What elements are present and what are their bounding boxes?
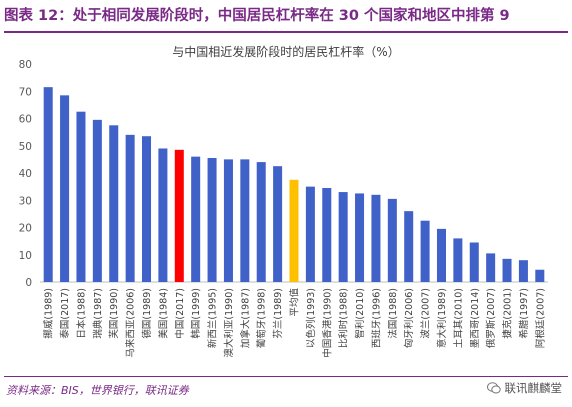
x-tick-label: 韩国(1999) — [190, 288, 202, 339]
bar — [76, 111, 86, 282]
y-tick-label: 50 — [19, 141, 32, 153]
bar — [404, 211, 414, 282]
bar — [240, 159, 250, 282]
y-tick-label: 20 — [19, 223, 32, 235]
x-tick-label: 意大利(1989) — [436, 288, 448, 348]
bar — [60, 95, 70, 283]
x-tick-label: 泰国(2017) — [59, 288, 71, 339]
y-tick-label: 80 — [19, 59, 32, 71]
x-tick-label: 芙国(1990) — [108, 288, 120, 339]
x-tick-label: 以色列(1993) — [305, 288, 317, 348]
x-tick-label: 加拿大(1987) — [239, 288, 251, 348]
bar — [453, 238, 463, 282]
bar — [223, 159, 233, 282]
y-tick-label: 60 — [19, 114, 32, 126]
bar — [322, 187, 332, 282]
bar — [158, 148, 168, 282]
bar — [273, 166, 283, 282]
x-tick-label: 马来西亚(2006) — [126, 288, 137, 358]
x-tick-label: 法国(1988) — [387, 288, 399, 339]
x-tick-label: 挪威(1989) — [43, 288, 55, 339]
x-tick-label: 平均值 — [289, 288, 301, 317]
bar — [518, 260, 528, 282]
bar — [436, 228, 446, 282]
bar — [502, 258, 512, 282]
x-tick-label: 西班牙(1996) — [370, 288, 382, 348]
x-tick-label: 葡萄牙(1998) — [256, 288, 268, 348]
bar — [92, 119, 102, 282]
y-tick-label: 30 — [19, 195, 32, 207]
figure-title: 图表 12：处于相同发展阶段时，中国居民杠杆率在 30 个国家和地区中排第 9 — [4, 8, 510, 24]
y-tick-label: 40 — [19, 168, 32, 180]
y-tick-label: 10 — [19, 250, 32, 262]
x-tick-label: 瑞典(1987) — [92, 288, 104, 339]
x-tick-label: 中国(2017) — [174, 288, 186, 339]
title-divider — [4, 31, 568, 33]
bar — [535, 269, 545, 282]
x-tick-label: 美国(1984) — [157, 288, 169, 339]
bar-chart: 与中国相近发展阶段时的居民杠杆率（%） 0 10 20 30 40 50 60 70 80 挪威… — [19, 44, 548, 358]
x-tick-label: 匈牙利(2006) — [403, 288, 415, 348]
x-tick-label: 希腊(1997) — [518, 288, 530, 339]
x-tick-label: 新西兰(1995) — [207, 288, 219, 348]
bar — [486, 253, 496, 282]
x-tick-label: 中国香港(1990) — [321, 288, 333, 358]
bar — [305, 186, 315, 282]
bottom-divider — [4, 376, 568, 377]
x-tick-label: 芬兰(1989) — [272, 288, 284, 339]
source-note: 资料来源：BIS，世界银行，联讯证券 — [6, 384, 189, 397]
bar — [43, 87, 53, 282]
chart-title: 与中国相近发展阶段时的居民杠杆率（%） — [172, 44, 399, 59]
x-tick-label: 澳大利亚(1990) — [223, 288, 235, 358]
bar — [371, 194, 381, 282]
x-tick-label: 墨西哥(2014) — [470, 288, 481, 348]
y-tick-label: 0 — [25, 277, 32, 289]
watermark: 联讯麒麟堂 — [486, 380, 563, 396]
x-tick-label: 土耳其(2010) — [452, 288, 464, 348]
x-tick-label: 德国(1989) — [141, 288, 153, 339]
bar — [469, 242, 479, 282]
bar — [109, 125, 119, 282]
bar — [125, 134, 135, 282]
bar — [338, 192, 348, 282]
bar — [174, 149, 184, 282]
bar — [289, 179, 299, 282]
watermark-text: 联讯麒麟堂 — [504, 381, 563, 395]
bar — [191, 156, 201, 282]
wechat-icon — [486, 382, 501, 394]
x-tick-label: 阿根廷(2007) — [534, 288, 546, 348]
bar — [256, 162, 266, 282]
x-tick-label: 俄罗斯(2007) — [485, 288, 497, 348]
x-tick-label: 智利(2010) — [354, 288, 366, 339]
bar-layer — [43, 87, 545, 283]
bar — [142, 136, 152, 282]
x-tick-label: 日本(1988) — [75, 288, 87, 339]
bar — [387, 198, 397, 282]
x-tick-label: 比利时(1988) — [338, 288, 350, 348]
y-tick-label: 70 — [19, 86, 32, 98]
bar — [420, 220, 430, 282]
bar — [355, 193, 365, 282]
x-tick-labels: 挪威(1989) 泰国(2017) 日本(1988) 瑞典(1987) 芙国(1990)… — [43, 288, 547, 358]
x-tick-label: 捷克(2001) — [502, 288, 514, 339]
axis-layer: 0 10 20 30 40 50 60 70 80 — [19, 59, 548, 289]
x-tick-label: 波兰(2007) — [420, 288, 432, 339]
bar — [207, 158, 217, 282]
